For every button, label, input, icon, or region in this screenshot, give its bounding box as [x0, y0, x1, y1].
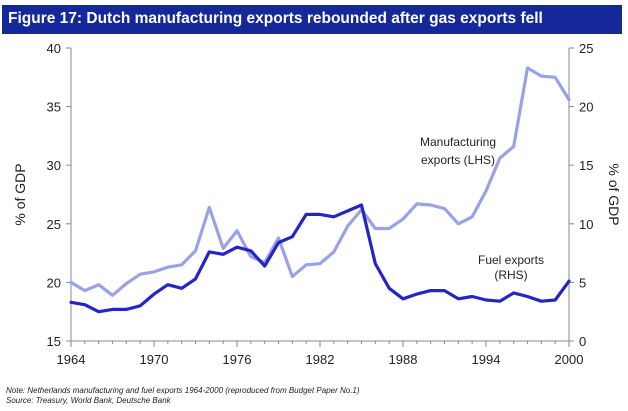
fuel-annotation-line1: Fuel exports: [478, 253, 544, 267]
y-left-tick-label: 20: [47, 275, 61, 290]
y-right-tick-label: 25: [579, 41, 593, 56]
x-tick-label: 1970: [140, 352, 169, 367]
annotations: Manufacturing exports (LHS) Fuel exports…: [420, 135, 544, 282]
y-right-tick-label: 5: [579, 275, 586, 290]
fuel-exports-line: [69, 203, 571, 314]
chart-title: Figure 17: Dutch manufacturing exports r…: [8, 10, 543, 27]
y-left-tick-label: 30: [47, 158, 61, 173]
axes: 15 20 25 30 35 40 0 5 10 15 20 25 1964 1970 1976 1982 19…: [12, 41, 622, 367]
x-tick-label: 1976: [223, 352, 252, 367]
x-tick-label: 1964: [57, 352, 86, 367]
y-right-tick-label: 10: [579, 217, 593, 232]
y-left-tick-label: 25: [47, 217, 61, 232]
footnote-note: Note: Netherlands manufacturing and fuel…: [6, 386, 360, 395]
footnote-source: Source: Treasury, World Bank, Deutsche B…: [6, 396, 171, 405]
manufacturing-annotation-line1: Manufacturing: [420, 135, 496, 149]
series-lines: [69, 66, 571, 314]
y-right-tick-label: 20: [579, 100, 593, 115]
y-right-tick-label: 0: [579, 334, 586, 349]
title-bar: Figure 17: Dutch manufacturing exports r…: [2, 5, 622, 34]
y-left-tick-label: 15: [47, 334, 61, 349]
y-left-tick-label: 35: [47, 100, 61, 115]
x-tick-label: 2000: [555, 352, 584, 367]
y-left-axis-label: % of GDP: [12, 163, 28, 225]
fuel-annotation-line2: (RHS): [494, 268, 527, 282]
x-tick-label: 1982: [306, 352, 335, 367]
x-tick-label: 1994: [472, 352, 501, 367]
y-right-tick-label: 15: [579, 158, 593, 173]
manufacturing-exports-line: [69, 66, 571, 297]
manufacturing-annotation-line2: exports (LHS): [421, 153, 495, 167]
y-left-tick-label: 40: [47, 41, 61, 56]
x-tick-label: 1988: [389, 352, 418, 367]
y-right-axis-label: % of GDP: [606, 163, 622, 225]
